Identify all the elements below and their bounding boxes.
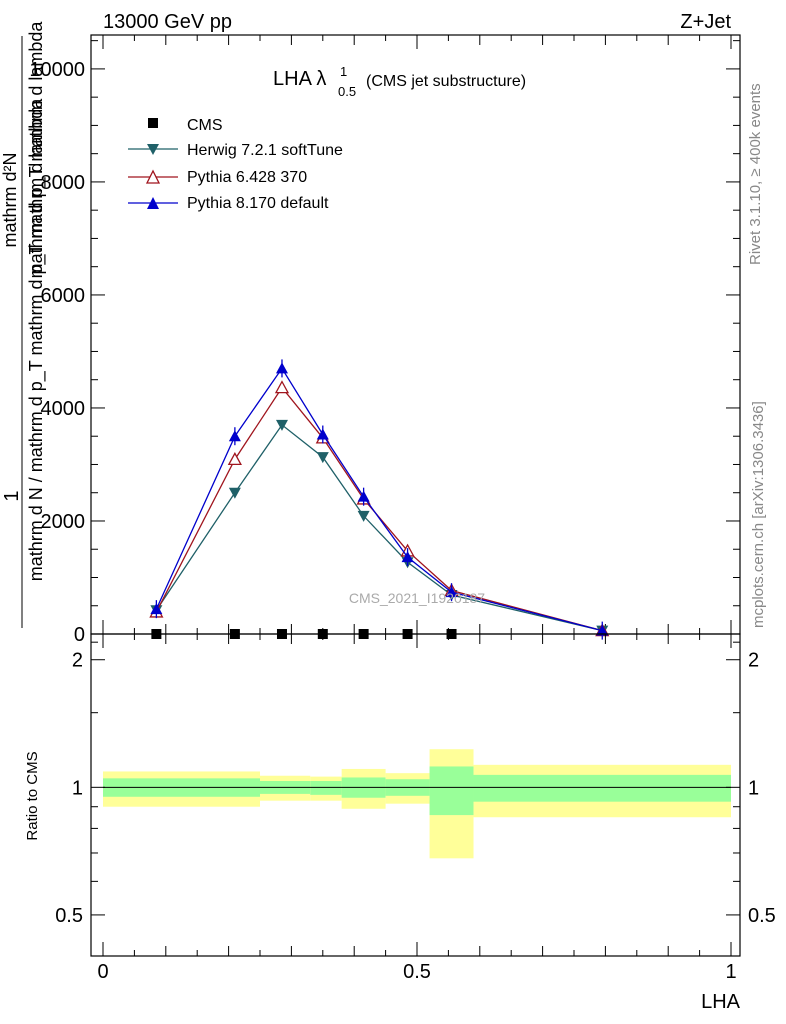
ratio-bands	[103, 749, 731, 859]
legend-label-herwig: Herwig 7.2.1 softTune	[187, 142, 343, 159]
data-point-herwig	[275, 419, 288, 431]
legend-marker-pythia6	[145, 169, 161, 184]
legend-marker-pythia8	[147, 197, 159, 209]
data-point-pythia8	[150, 603, 163, 615]
legend-label-cms: CMS	[187, 117, 223, 134]
ratio-band-inner	[473, 774, 731, 802]
legend: CMS Herwig 7.2.1 softTune Pythia 6.428 3…	[128, 117, 343, 212]
series-line	[155, 423, 603, 632]
legend-entry-pythia6: Pythia 6.428 370	[128, 169, 307, 186]
legend-marker-cms	[148, 118, 158, 128]
data-point-pythia8	[401, 551, 414, 563]
process-label: Z+Jet	[680, 11, 731, 33]
legend-label-pythia8: Pythia 8.170 default	[187, 195, 329, 212]
ratio-ytick-label: 1	[72, 777, 83, 799]
main-ylabel-numerator-2: mathrm d p_T mathrm d lambda	[26, 21, 47, 279]
series-line	[155, 367, 603, 632]
ratio-ylabel: Ratio to CMS	[24, 751, 41, 840]
data-point-pythia8	[316, 428, 329, 440]
data-point-pythia6	[274, 380, 290, 394]
chart-title-sup: 1	[340, 64, 347, 79]
main-series	[149, 359, 610, 640]
chart-title-suffix: (CMS jet substructure)	[366, 73, 526, 90]
main-ytick-label: 2000	[41, 511, 86, 533]
ratio-ytick-label-right: 1	[748, 777, 759, 799]
data-point-pythia6	[227, 452, 242, 466]
ratio-xtick-label: 1	[725, 961, 736, 983]
main-ylabel-numerator: mathrm d²N	[0, 152, 20, 247]
ratio-frame	[90, 633, 741, 957]
main-ytick-label: 10000	[29, 59, 85, 81]
ratio-band-inner	[310, 780, 342, 795]
ratio-ytick-label-right: 2	[748, 650, 759, 672]
ratio-xtick-label: 0.5	[403, 961, 431, 983]
ratio-axis-ticks: 0.5 0.5 1 1 2 2 0 0.5 1	[55, 634, 776, 983]
data-point-pythia8	[445, 586, 458, 598]
ratio-ytick-label: 2	[72, 650, 83, 672]
energy-label: 13000 GeV pp	[103, 11, 232, 33]
legend-entry-pythia8: Pythia 8.170 default	[128, 195, 329, 212]
legend-entry-cms: CMS	[148, 117, 223, 134]
series-pythia-8-170-default	[150, 359, 609, 640]
data-point-pythia8	[228, 430, 241, 442]
main-ylabel-one: 1	[1, 490, 23, 501]
legend-marker-herwig	[147, 144, 159, 155]
main-ytick-label: 6000	[41, 285, 86, 307]
legend-entry-herwig: Herwig 7.2.1 softTune	[128, 142, 343, 159]
rivet-label: Rivet 3.1.10, ≥ 400k events	[747, 83, 764, 265]
analysis-watermark: CMS_2021_I1920187	[349, 590, 485, 606]
ratio-panel: 0.5 0.5 1 1 2 2 0 0.5 1 Ratio to CMS LHA	[24, 633, 776, 1013]
main-panel: 0 2000 4000 6000 8000 10000 LHA λ 1 0.5 (CMS …	[0, 21, 741, 646]
data-point-pythia8	[275, 362, 288, 374]
ratio-ytick-label: 0.5	[55, 905, 83, 927]
ratio-xtick-label: 0	[97, 961, 108, 983]
main-ytick-label: 8000	[41, 172, 86, 194]
main-ylabel-denominator: mathrm d N / mathrm d p_T mathrm d p_T m…	[26, 98, 47, 581]
main-axis-ticks: 0 2000 4000 6000 8000 10000	[29, 35, 740, 646]
data-point-herwig	[316, 452, 329, 464]
main-ytick-label: 4000	[41, 398, 86, 420]
ratio-ytick-label-right: 0.5	[748, 905, 776, 927]
chart-title-sub: 0.5	[338, 84, 356, 99]
series-line	[155, 386, 603, 632]
ratio-xlabel: LHA	[701, 991, 741, 1013]
ratio-band-inner	[429, 766, 474, 816]
mcplots-label: mcplots.cern.ch [arXiv:1306.3436]	[750, 401, 767, 628]
legend-label-pythia6: Pythia 6.428 370	[187, 169, 307, 186]
data-point-pythia8	[357, 490, 370, 502]
data-point-herwig	[357, 510, 370, 522]
chart-title: LHA λ	[273, 68, 326, 90]
data-point-pythia8	[596, 624, 609, 636]
main-ytick-label: 0	[74, 624, 85, 646]
data-point-herwig	[228, 487, 241, 499]
